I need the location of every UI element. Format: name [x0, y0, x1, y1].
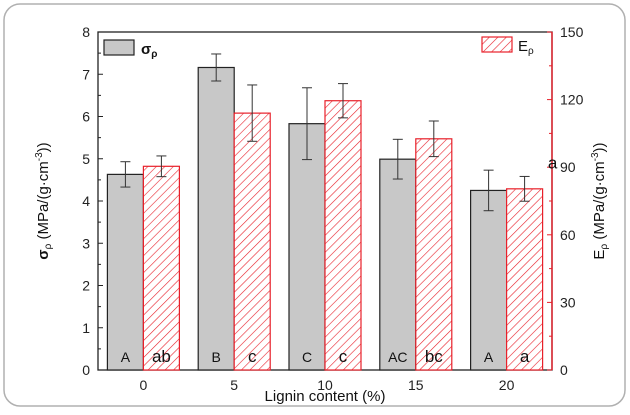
left-axis-title: σρ (MPa/(g·cm-3)): [34, 142, 54, 259]
legend-swatch-series-1: [103, 39, 135, 56]
significance-letter: B: [212, 349, 221, 365]
bar-series-1: [379, 158, 417, 371]
right-axis-title: Eρ (MPa/(g·cm-3)): [590, 142, 610, 259]
bar-series-2: [415, 138, 453, 371]
x-tick-label: 20: [499, 377, 515, 393]
legend-label-series-1: σρ: [141, 41, 157, 60]
bar-series-1: [106, 173, 145, 371]
legend-label-series-2: Eρ: [518, 38, 534, 57]
x-tick-label: 10: [317, 377, 333, 393]
bar-series-2: [233, 112, 271, 371]
x-axis-title: Lignin content (%): [265, 388, 386, 405]
x-tick-label: 0: [140, 377, 148, 393]
right-tick-label: 90: [560, 159, 576, 175]
right-tick-label: 120: [560, 92, 584, 108]
x-tick-label: 5: [230, 377, 238, 393]
left-tick-label: 0: [82, 362, 90, 378]
significance-letter: ab: [152, 347, 171, 366]
bar-series-2: [324, 100, 362, 371]
left-tick-label: 3: [82, 235, 90, 251]
figure-border: [3, 3, 626, 407]
significance-letter: a: [520, 347, 530, 366]
left-tick-label: 8: [82, 24, 90, 40]
significance-letter: A: [484, 349, 494, 365]
bar-series-1: [470, 189, 508, 371]
significance-letter: AC: [388, 349, 407, 365]
right-tick-label: 60: [560, 227, 576, 243]
significance-letter: c: [339, 347, 348, 366]
x-tick-label: 15: [408, 377, 424, 393]
significance-letter: c: [248, 347, 257, 366]
left-tick-label: 7: [82, 66, 90, 82]
left-tick-label: 6: [82, 109, 90, 125]
significance-letter: C: [302, 349, 312, 365]
bar-series-1: [288, 123, 326, 371]
bar-series-1: [197, 66, 235, 371]
right-tick-label: 30: [560, 294, 576, 310]
right-tick-label: 0: [560, 362, 568, 378]
legend-swatch-series-2: [481, 36, 513, 53]
significance-letter: bc: [425, 347, 443, 366]
right-tick-label: 150: [560, 24, 584, 40]
left-tick-label: 2: [82, 278, 90, 294]
significance-letter: A: [121, 349, 131, 365]
annotation-letter: a: [548, 153, 558, 172]
left-tick-label: 5: [82, 151, 90, 167]
bar-series-2: [506, 188, 544, 371]
left-tick-label: 1: [82, 320, 90, 336]
bar-series-2: [142, 165, 180, 371]
left-tick-label: 4: [82, 193, 90, 209]
